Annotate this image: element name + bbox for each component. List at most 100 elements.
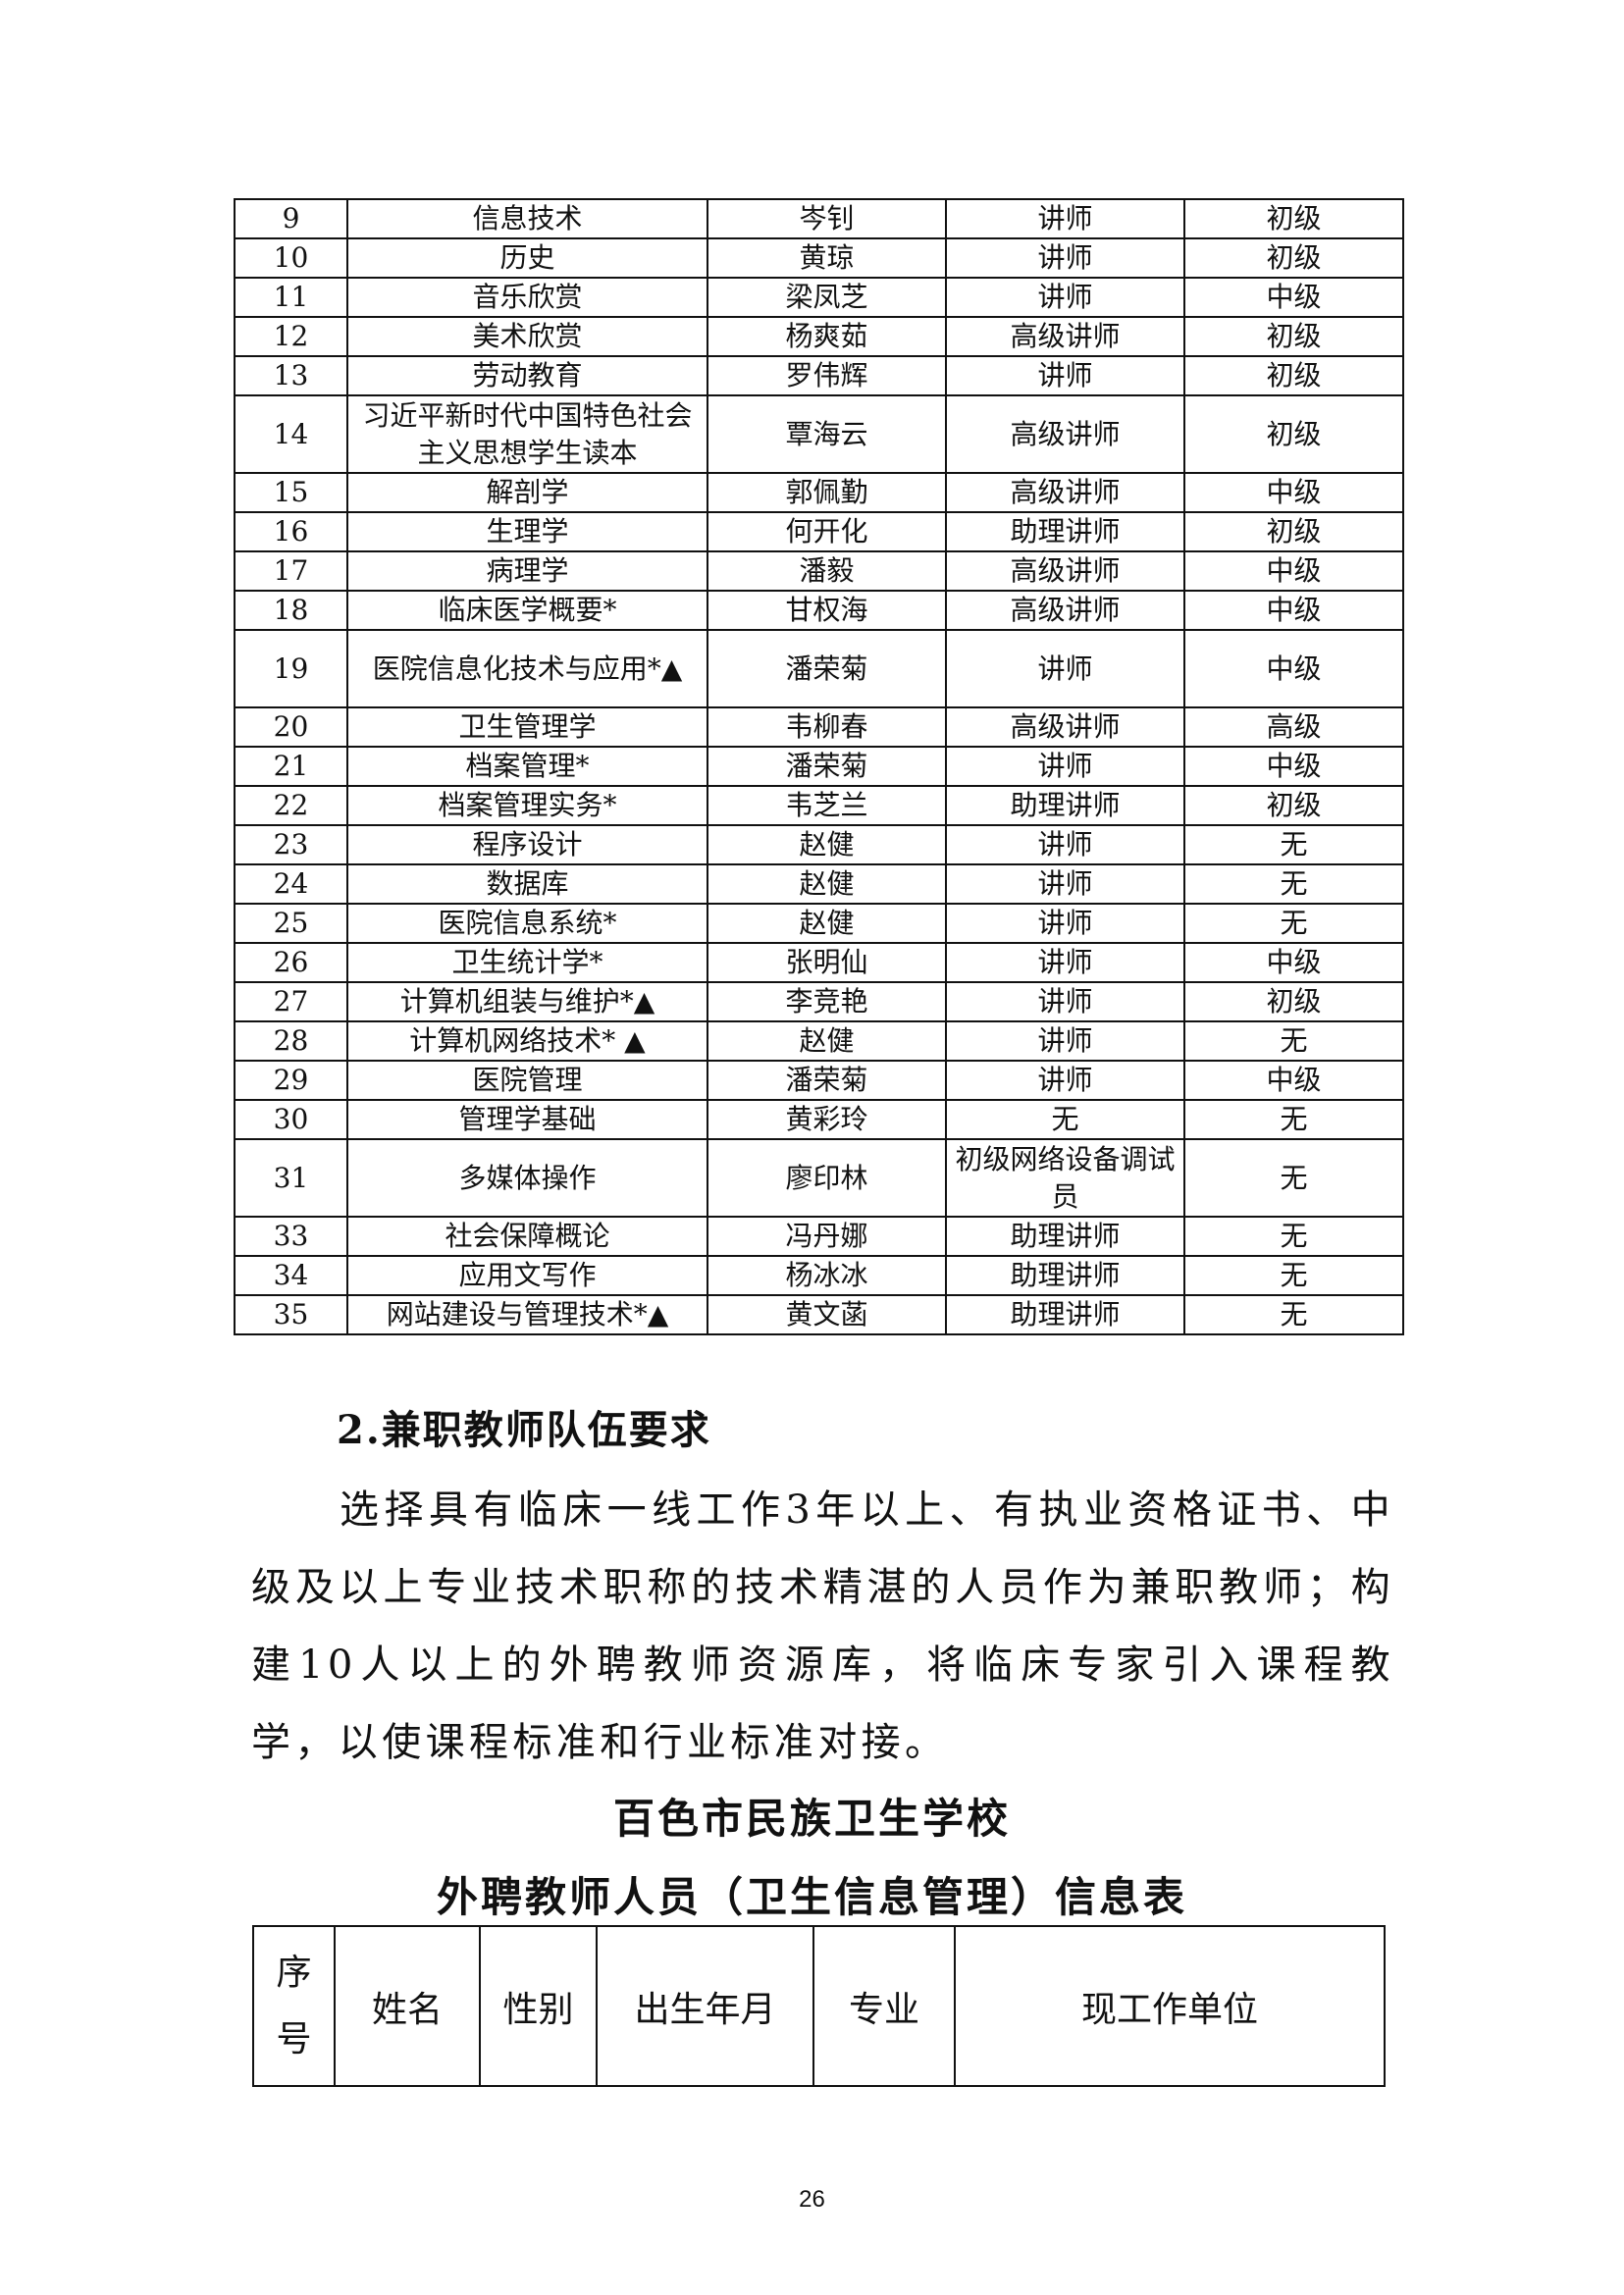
title: 高级讲师 (945, 472, 1185, 513)
course-name: 医院管理 (346, 1060, 708, 1101)
title: 讲师 (945, 942, 1185, 983)
table-row: 30 管理学基础 黄彩玲无无 (234, 1099, 1404, 1140)
level: 中级 (1183, 472, 1404, 513)
table-row: 16 生理学 何开化 助理讲师 初级 (234, 511, 1404, 552)
title: 助理讲师 (945, 1216, 1185, 1257)
teacher-name: 黄彩玲 (707, 1099, 947, 1140)
course-name: 计算机网络技术* ▲ (346, 1020, 708, 1062)
teacher-name: 黄文菡 (707, 1294, 947, 1335)
title: 讲师 (945, 981, 1185, 1022)
level: 无 (1183, 824, 1404, 865)
title: 讲师 (945, 746, 1185, 787)
level: 无 (1183, 1216, 1404, 1257)
title: 高级讲师 (945, 706, 1185, 748)
row-number: 22 (234, 785, 348, 826)
level: 初级 (1183, 355, 1404, 396)
row-number: 28 (234, 1020, 348, 1062)
title: 讲师 (945, 1020, 1185, 1062)
course-name: 解剖学 (346, 472, 708, 513)
course-name: 医院信息化技术与应用*▲ (346, 629, 708, 708)
level: 中级 (1183, 1060, 1404, 1101)
teacher-name: 潘荣菊 (707, 746, 947, 787)
table-row: 19 医院信息化技术与应用*▲ 潘荣菊 讲师 中级 (234, 629, 1404, 708)
external-teacher-table: 序号 姓名 性别 出生年月 专业 现工作单位 (252, 1925, 1386, 2087)
course-name: 习近平新时代中国特色社会主义思想学生读本 (346, 394, 708, 474)
teacher-name: 罗伟辉 (707, 355, 947, 396)
row-number: 30 (234, 1099, 348, 1140)
course-name: 美术欣赏 (346, 316, 708, 357)
teacher-name: 覃海云 (707, 394, 947, 474)
row-number: 20 (234, 706, 348, 748)
row-number: 10 (234, 237, 348, 279)
table-row: 27 计算机组装与维护*▲ 李竞艳 讲师 初级 (234, 981, 1404, 1022)
level: 初级 (1183, 316, 1404, 357)
title: 讲师 (945, 237, 1185, 279)
course-name: 数据库 (346, 863, 708, 905)
level: 中级 (1183, 629, 1404, 708)
header-cell: 专业 (812, 1925, 956, 2087)
table-row: 9 信息技术 岑钊 讲师 初级 (234, 198, 1404, 239)
table-row: 26 卫生统计学* 张明仙 讲师 中级 (234, 942, 1404, 983)
title: 讲师 (945, 198, 1185, 239)
table-row: 25 医院信息系统* 赵健 讲师无 (234, 903, 1404, 944)
level: 初级 (1183, 511, 1404, 552)
row-number: 35 (234, 1294, 348, 1335)
teacher-name: 潘荣菊 (707, 629, 947, 708)
row-number: 18 (234, 590, 348, 631)
row-number: 19 (234, 629, 348, 708)
level: 初级 (1183, 981, 1404, 1022)
table-row: 12 美术欣赏 杨爽茹 高级讲师 初级 (234, 316, 1404, 357)
table-row: 18 临床医学概要* 甘权海 高级讲师 中级 (234, 590, 1404, 631)
course-name: 卫生统计学* (346, 942, 708, 983)
title: 高级讲师 (945, 550, 1185, 592)
title: 无 (945, 1099, 1185, 1140)
header-cell: 出生年月 (596, 1925, 814, 2087)
level: 中级 (1183, 590, 1404, 631)
teacher-name: 张明仙 (707, 942, 947, 983)
title: 讲师 (945, 355, 1185, 396)
teacher-name: 郭佩勤 (707, 472, 947, 513)
level: 无 (1183, 1255, 1404, 1296)
title: 助理讲师 (945, 785, 1185, 826)
teacher-name: 潘荣菊 (707, 1060, 947, 1101)
teacher-name: 甘权海 (707, 590, 947, 631)
teacher-name: 岑钊 (707, 198, 947, 239)
row-number: 13 (234, 355, 348, 396)
course-name: 卫生管理学 (346, 706, 708, 748)
course-name: 病理学 (346, 550, 708, 592)
level: 中级 (1183, 942, 1404, 983)
teacher-name: 杨冰冰 (707, 1255, 947, 1296)
course-name: 计算机组装与维护*▲ (346, 981, 708, 1022)
course-name: 多媒体操作 (346, 1138, 708, 1218)
course-name: 管理学基础 (346, 1099, 708, 1140)
title: 助理讲师 (945, 1294, 1185, 1335)
table-row: 23 程序设计 赵健 讲师无 (234, 824, 1404, 865)
level: 中级 (1183, 277, 1404, 318)
table-row: 29 医院管理 潘荣菊 讲师 中级 (234, 1060, 1404, 1101)
course-name: 音乐欣赏 (346, 277, 708, 318)
page-number: 26 (799, 2186, 825, 2213)
table-row: 24 数据库 赵健 讲师无 (234, 863, 1404, 905)
title: 助理讲师 (945, 511, 1185, 552)
teacher-name: 赵健 (707, 903, 947, 944)
course-name: 社会保障概论 (346, 1216, 708, 1257)
table-row: 10 历史 黄琼 讲师 初级 (234, 237, 1404, 279)
row-number: 27 (234, 981, 348, 1022)
teacher-name: 韦芝兰 (707, 785, 947, 826)
teacher-name: 潘毅 (707, 550, 947, 592)
teacher-name: 李竞艳 (707, 981, 947, 1022)
title: 讲师 (945, 824, 1185, 865)
table-row: 35 网站建设与管理技术*▲ 黄文菡 助理讲师无 (234, 1294, 1404, 1335)
table-row: 17 病理学 潘毅 高级讲师 中级 (234, 550, 1404, 592)
row-number: 29 (234, 1060, 348, 1101)
row-number: 26 (234, 942, 348, 983)
row-number: 11 (234, 277, 348, 318)
course-name: 档案管理实务* (346, 785, 708, 826)
level: 无 (1183, 1020, 1404, 1062)
teacher-name: 杨爽茹 (707, 316, 947, 357)
teacher-name: 冯丹娜 (707, 1216, 947, 1257)
teacher-name: 梁凤芝 (707, 277, 947, 318)
course-name: 临床医学概要* (346, 590, 708, 631)
teacher-name: 何开化 (707, 511, 947, 552)
school-title: 百色市民族卫生学校 (612, 1795, 1011, 1843)
